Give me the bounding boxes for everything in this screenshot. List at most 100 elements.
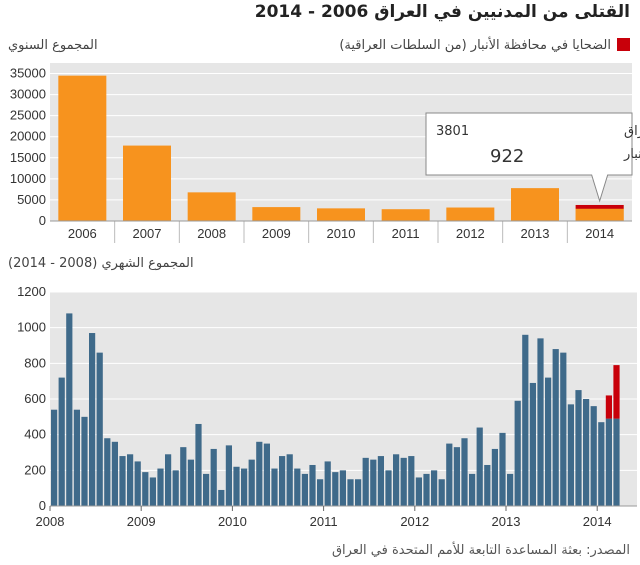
monthly-bar <box>119 456 126 506</box>
annual-y-tick: 30000 <box>10 87 46 102</box>
monthly-bar <box>172 470 179 506</box>
monthly-bar <box>96 352 103 506</box>
callout-line-1: مجموع القتلى في العراق <box>624 124 640 139</box>
annual-x-tick-2007: 2007 <box>133 226 162 241</box>
annual-bar-2006 <box>58 75 107 221</box>
annual-y-tick: 10000 <box>10 171 46 186</box>
monthly-y-tick: 0 <box>39 498 46 513</box>
monthly-bar <box>256 441 263 506</box>
annual-x-tick-2009: 2009 <box>262 226 291 241</box>
monthly-bar <box>127 454 134 506</box>
callout-value-1: 3801 <box>436 124 469 139</box>
monthly-bar <box>400 457 407 506</box>
annual-bar-2010 <box>317 208 365 221</box>
monthly-bar <box>469 473 476 506</box>
annual-bar-anbar-2014 <box>575 204 624 209</box>
annual-y-tick: 15000 <box>10 150 46 165</box>
monthly-bar <box>583 399 590 506</box>
monthly-bar <box>157 468 164 506</box>
monthly-bar <box>58 377 65 506</box>
monthly-bar <box>203 473 210 506</box>
annual-bar-2012 <box>446 207 495 221</box>
monthly-x-tick-2009: 2009 <box>127 514 156 529</box>
monthly-bar <box>484 464 491 506</box>
monthly-bar <box>491 448 498 506</box>
annual-y-tick: 35000 <box>10 66 46 81</box>
monthly-bar <box>210 448 217 506</box>
annual-bar-2007 <box>123 145 171 221</box>
monthly-y-tick: 200 <box>24 462 46 477</box>
annual-bar-rest-2014 <box>575 208 624 221</box>
annual-x-tick-2014: 2014 <box>585 226 614 241</box>
monthly-bar <box>567 404 574 506</box>
legend: الضحايا في محافظة الأنبار (من السلطات ال… <box>339 38 630 53</box>
monthly-bar <box>89 333 96 506</box>
monthly-bar <box>294 468 301 506</box>
monthly-bar <box>187 459 194 506</box>
monthly-bar <box>575 390 582 506</box>
monthly-bar <box>279 456 286 506</box>
callout-line-2: محافظة الأنبار <box>623 145 640 162</box>
monthly-bar <box>408 456 415 506</box>
monthly-chart: 0 200 400 600 800 1000 1200 2008 2009 2010 2011 201… <box>17 284 637 529</box>
annual-x-tick-2011: 2011 <box>392 226 420 241</box>
monthly-bar <box>286 454 293 506</box>
monthly-bar <box>317 479 324 506</box>
monthly-bar <box>301 473 308 506</box>
monthly-bar <box>104 438 111 506</box>
monthly-bar <box>415 477 422 506</box>
annual-chart-label: المجموع السنوي <box>8 38 98 53</box>
monthly-bar <box>529 382 536 506</box>
monthly-bar <box>309 464 316 506</box>
monthly-bar <box>393 454 400 506</box>
annual-bar-2013 <box>511 188 559 221</box>
monthly-bar <box>149 477 156 506</box>
legend-swatch-anbar <box>617 38 630 51</box>
monthly-bar <box>324 461 331 506</box>
monthly-bar-anbar <box>605 395 612 419</box>
annual-x-tick-2010: 2010 <box>327 226 356 241</box>
annual-bar-2008 <box>187 192 236 221</box>
monthly-bar <box>66 313 73 506</box>
source-note: المصدر: بعثة المساعدة التابعة للأمم المت… <box>331 543 630 558</box>
monthly-bar <box>111 441 118 506</box>
monthly-bar <box>180 447 187 506</box>
monthly-y-tick: 800 <box>24 355 46 370</box>
annual-y-tick: 5000 <box>17 192 46 207</box>
monthly-bar <box>438 479 445 506</box>
monthly-bar <box>613 418 620 506</box>
monthly-x-tick-2012: 2012 <box>400 514 429 529</box>
monthly-x-tick-2008: 2008 <box>36 514 65 529</box>
chart-title: القتلى من المدنيين في العراق 2006 - 2014 <box>254 2 630 22</box>
monthly-bar <box>431 470 438 506</box>
monthly-bar <box>218 489 225 506</box>
monthly-bar <box>446 443 453 506</box>
monthly-bar <box>423 473 430 506</box>
annual-x-tick-2008: 2008 <box>197 226 226 241</box>
monthly-bar <box>355 479 362 506</box>
annual-bar-2009 <box>252 207 301 221</box>
monthly-bar <box>453 447 460 506</box>
legend-label: الضحايا في محافظة الأنبار (من السلطات ال… <box>339 38 611 53</box>
monthly-x-tick-2013: 2013 <box>492 514 521 529</box>
monthly-bar <box>241 468 248 506</box>
monthly-bar <box>73 409 80 506</box>
monthly-bar <box>81 416 88 506</box>
monthly-bar <box>248 459 255 506</box>
monthly-x-tick-2011: 2011 <box>310 514 338 529</box>
annual-y-tick: 25000 <box>10 108 46 123</box>
annual-y-tick: 20000 <box>10 129 46 144</box>
monthly-x-tick-2014: 2014 <box>583 514 612 529</box>
monthly-bar <box>507 473 514 506</box>
monthly-bar <box>142 472 149 506</box>
annual-x-tick-2012: 2012 <box>456 226 485 241</box>
monthly-bar <box>347 479 354 506</box>
monthly-bar <box>370 459 377 506</box>
annual-chart: 0 5000 10000 15000 20000 25000 30000 35000 2006 2… <box>10 63 640 243</box>
monthly-bar <box>332 472 339 506</box>
monthly-bar <box>51 409 58 506</box>
monthly-bar <box>605 418 612 506</box>
monthly-y-tick: 1200 <box>17 284 46 299</box>
monthly-bar <box>339 470 346 506</box>
monthly-bar <box>545 377 552 506</box>
